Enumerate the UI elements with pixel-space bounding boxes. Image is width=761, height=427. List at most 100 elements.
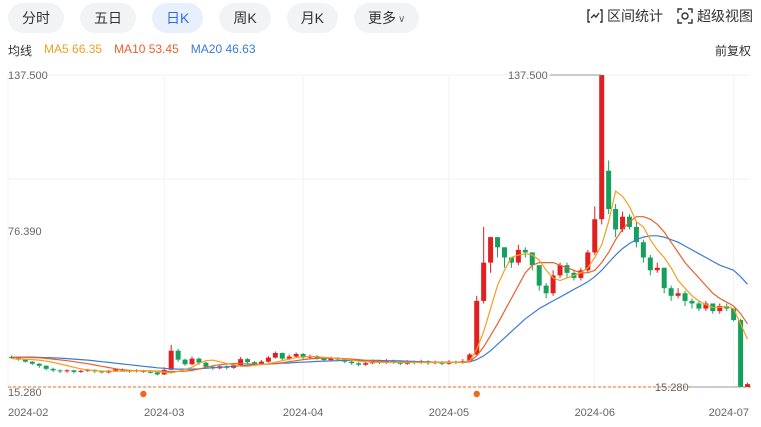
candlestick-chart: 137.500 76.390 15.280 2024-02 2024-03 2024-04…: [7, 70, 751, 419]
candle-body: [272, 352, 278, 358]
tab-label: 月K: [300, 10, 325, 26]
tab-5[interactable]: 更多 ∨: [354, 3, 420, 33]
tab-label: 周K: [233, 10, 257, 26]
candle-body: [613, 209, 619, 230]
tab-3[interactable]: 周K: [219, 3, 271, 33]
range-stats-icon: [587, 9, 603, 23]
ma10-value: MA10 53.45: [114, 42, 179, 56]
candle-body: [356, 363, 362, 365]
candle-body: [203, 362, 209, 367]
super-view-label: 超级视图: [697, 8, 753, 24]
candle-body: [29, 361, 35, 364]
tab-1[interactable]: 五日: [80, 3, 136, 33]
range-stats-label: 区间统计: [607, 8, 663, 24]
candle-body: [182, 359, 188, 365]
range-stats-button[interactable]: 区间统计: [587, 6, 663, 26]
candle-body: [8, 357, 14, 359]
super-view-button[interactable]: 超级视图: [677, 6, 753, 26]
candle-body: [731, 308, 737, 321]
candle-body: [668, 288, 674, 296]
candle-body: [22, 359, 28, 362]
tab-label: 分时: [22, 10, 50, 26]
candle-body: [647, 257, 653, 271]
x-tick-label: 2024-05: [429, 407, 469, 419]
candle-body: [175, 350, 181, 360]
candle-body: [390, 360, 396, 363]
tab-label: 日K: [166, 10, 190, 26]
candle-body: [113, 369, 119, 371]
tab-label: 五日: [94, 10, 122, 26]
candle-body: [78, 370, 84, 372]
candle-body: [529, 252, 535, 266]
candle-body: [196, 358, 202, 363]
tab-label: 更多: [368, 10, 397, 26]
adjust-type-button[interactable]: 前复权: [714, 44, 751, 58]
ma5-value: MA5 66.35: [44, 42, 103, 56]
candle-body: [550, 275, 556, 294]
candle-body: [717, 306, 723, 312]
toolbar: 区间统计 超级视图: [587, 6, 753, 26]
candle-body: [689, 300, 695, 304]
candle-body: [71, 370, 77, 372]
candle-body: [640, 242, 646, 258]
ma20-value: MA20 46.63: [190, 42, 256, 56]
candle-body: [321, 358, 327, 361]
candle-body: [474, 300, 480, 355]
candle-body: [501, 247, 507, 258]
tab-0[interactable]: 分时: [8, 3, 64, 33]
candle-body: [245, 359, 251, 363]
candle-body: [168, 350, 174, 370]
ma-legend: 均线 MA5 66.35 MA10 53.45 MA20 46.63: [8, 42, 256, 59]
candle-body: [564, 265, 570, 273]
candle-body: [467, 354, 473, 362]
candle-body: [279, 352, 285, 359]
candle-body: [252, 362, 258, 365]
candle-body: [189, 358, 195, 365]
candle-body: [675, 293, 681, 296]
candle-body: [620, 216, 626, 230]
candle-body: [703, 303, 709, 309]
chevron-down-icon: ∨: [398, 14, 406, 25]
candle-body: [99, 371, 105, 373]
event-marker: [473, 390, 480, 398]
period-tabs: 分时 五日 日K 周K 月K 更多 ∨: [8, 3, 420, 33]
candle-body: [258, 361, 264, 365]
x-tick-label: 2024-03: [144, 407, 184, 419]
candle-body: [654, 267, 660, 271]
candle-body: [43, 365, 49, 369]
ma-legend-title: 均线: [8, 44, 33, 58]
candle-body: [578, 270, 584, 278]
ma5-line: [11, 190, 749, 374]
ma20-line: [11, 235, 748, 370]
candle-body: [349, 361, 355, 364]
candle-body: [522, 249, 528, 253]
candle-body: [745, 384, 751, 387]
candle-body: [585, 252, 591, 271]
candle-body: [154, 372, 160, 375]
max-price-label: 137.500: [508, 70, 548, 82]
candle-body: [265, 357, 271, 362]
x-tick-label: 2024-02: [8, 407, 48, 419]
candle-body: [557, 265, 563, 276]
x-tick-label: 2024-06: [575, 407, 615, 419]
candle-body: [592, 219, 598, 253]
tab-4[interactable]: 月K: [286, 3, 339, 33]
candle-body: [495, 237, 501, 248]
candle-body: [147, 371, 153, 373]
candle-body: [36, 363, 42, 366]
candle-body: [293, 354, 299, 357]
x-tick-label: 2024-07: [709, 407, 749, 419]
candle-body: [508, 257, 514, 263]
candle-body: [724, 306, 730, 309]
candle-body: [300, 354, 306, 358]
candle-body: [515, 249, 521, 263]
candle-body: [481, 262, 487, 301]
candle-body: [536, 265, 542, 286]
super-view-icon: [677, 8, 693, 24]
candle-body: [599, 75, 605, 220]
candle-body: [661, 267, 667, 289]
candle-body: [633, 226, 639, 243]
candle-body: [682, 293, 688, 301]
candle-body: [238, 359, 244, 366]
tab-2[interactable]: 日K: [152, 3, 204, 33]
